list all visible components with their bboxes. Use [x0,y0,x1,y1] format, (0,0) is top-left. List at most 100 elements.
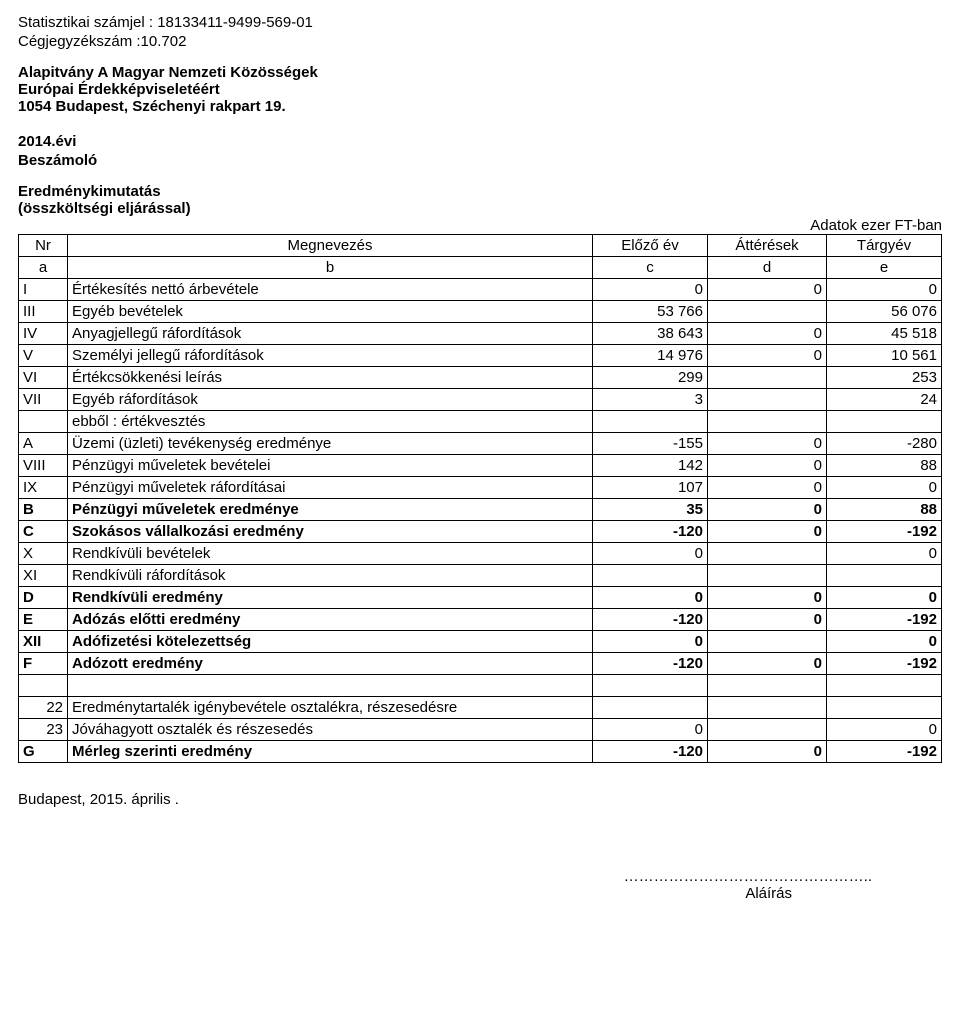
cell-curr [827,675,942,697]
cell-nr: VIII [19,455,68,477]
unit-note: Adatok ezer FT-ban [18,217,942,234]
cell-curr: 0 [827,477,942,499]
cell-mid: 0 [708,653,827,675]
cell-nr: B [19,499,68,521]
cell-nr: D [19,587,68,609]
stat-id-line: Statisztikai számjel : 18133411-9499-569… [18,14,942,31]
org-name-line1: Alapitvány A Magyar Nemzeti Közösségek [18,64,942,81]
cell-mid [708,301,827,323]
cell-curr: -192 [827,609,942,631]
cell-name: Anyagjellegű ráfordítások [68,323,593,345]
cell-nr: 22 [19,697,68,719]
cell-nr: VII [19,389,68,411]
cell-name: Egyéb bevételek [68,301,593,323]
table-row: A Üzemi (üzleti) tevékenység eredménye -… [19,433,942,455]
cell-name: Üzemi (üzleti) tevékenység eredménye [68,433,593,455]
cell-prev: -120 [593,741,708,763]
table-row-gap [19,675,942,697]
cell-mid [708,697,827,719]
cell-prev: 0 [593,631,708,653]
cell-name: Jóváhagyott osztalék és részesedés [68,719,593,741]
cell-name: Rendkívüli ráfordítások [68,565,593,587]
cell-prev: 0 [593,279,708,301]
cell-prev: 53 766 [593,301,708,323]
cell-curr: 0 [827,587,942,609]
cell-nr: C [19,521,68,543]
table-row: I Értékesítés nettó árbevétele 0 0 0 [19,279,942,301]
cell-prev [593,565,708,587]
place-date: Budapest, 2015. április . [18,791,942,808]
th-d: d [708,257,827,279]
cell-nr: IX [19,477,68,499]
cell-name: Rendkívüli eredmény [68,587,593,609]
cell-mid [708,631,827,653]
cell-curr: 24 [827,389,942,411]
cell-name: ebből : értékvesztés [68,411,593,433]
table-row: VII Egyéb ráfordítások 3 24 [19,389,942,411]
signature-line: ………………………………………….. [18,868,872,885]
cell-curr: 253 [827,367,942,389]
report-subtitle: Beszámoló [18,152,942,169]
cell-nr: V [19,345,68,367]
table-row: XII Adófizetési kötelezettség 0 0 [19,631,942,653]
table-row: C Szokásos vállalkozási eredmény -120 0 … [19,521,942,543]
cell-nr: VI [19,367,68,389]
cell-mid [708,389,827,411]
th-b: b [68,257,593,279]
section-title-2: (összköltségi eljárással) [18,200,942,217]
cell-curr: 0 [827,279,942,301]
cell-mid: 0 [708,499,827,521]
cell-name: Adózás előtti eredmény [68,609,593,631]
cell-prev: 0 [593,587,708,609]
cell-curr: 0 [827,719,942,741]
cell-prev: 107 [593,477,708,499]
cell-prev: 38 643 [593,323,708,345]
th-prev: Előző év [593,235,708,257]
cell-nr: 23 [19,719,68,741]
table-row: 23 Jóváhagyott osztalék és részesedés 0 … [19,719,942,741]
table-row: D Rendkívüli eredmény 0 0 0 [19,587,942,609]
cell-curr: -192 [827,741,942,763]
cell-name: Pénzügyi műveletek ráfordításai [68,477,593,499]
cell-mid: 0 [708,741,827,763]
cell-prev: -120 [593,521,708,543]
cell-prev: 14 976 [593,345,708,367]
table-row: XI Rendkívüli ráfordítások [19,565,942,587]
cell-mid: 0 [708,433,827,455]
table-row: G Mérleg szerinti eredmény -120 0 -192 [19,741,942,763]
cell-nr [19,411,68,433]
th-c: c [593,257,708,279]
table-row: B Pénzügyi műveletek eredménye 35 0 88 [19,499,942,521]
table-row: E Adózás előtti eredmény -120 0 -192 [19,609,942,631]
cell-curr: -192 [827,521,942,543]
cell-curr: 0 [827,543,942,565]
cell-prev [593,675,708,697]
table-row: 22 Eredménytartalék igénybevétele osztal… [19,697,942,719]
cell-mid: 0 [708,323,827,345]
reg-id-line: Cégjegyzékszám :10.702 [18,33,942,50]
cell-nr: I [19,279,68,301]
table-row: VI Értékcsökkenési leírás 299 253 [19,367,942,389]
th-a: a [19,257,68,279]
table-row: IV Anyagjellegű ráfordítások 38 643 0 45… [19,323,942,345]
cell-prev: 35 [593,499,708,521]
cell-prev: 0 [593,719,708,741]
cell-mid: 0 [708,279,827,301]
cell-curr: 0 [827,631,942,653]
cell-mid: 0 [708,521,827,543]
cell-curr: 88 [827,499,942,521]
cell-prev [593,411,708,433]
cell-nr: A [19,433,68,455]
cell-curr: -280 [827,433,942,455]
cell-prev [593,697,708,719]
table-subheader-row: a b c d e [19,257,942,279]
cell-name: Adózott eredmény [68,653,593,675]
cell-prev: 142 [593,455,708,477]
cell-curr: 45 518 [827,323,942,345]
cell-nr: IV [19,323,68,345]
cell-mid [708,565,827,587]
cell-prev: -155 [593,433,708,455]
cell-nr: G [19,741,68,763]
cell-name: Eredménytartalék igénybevétele osztalékr… [68,697,593,719]
cell-name: Értékcsökkenési leírás [68,367,593,389]
